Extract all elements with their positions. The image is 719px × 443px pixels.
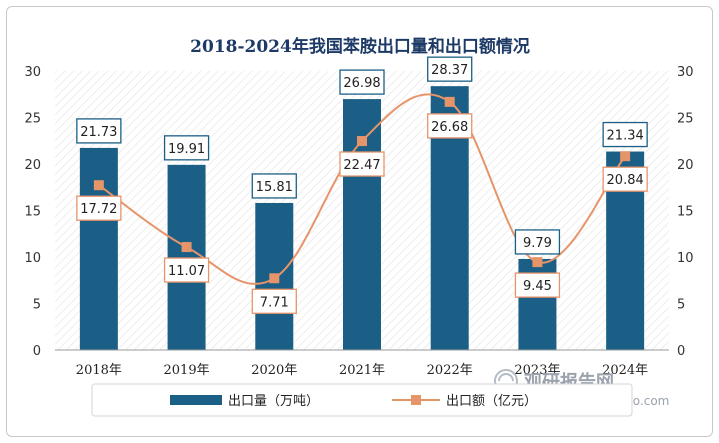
data-labels: 21.73 19.91 15.81 26.98 28.37 9.79 21.34 17.72 1… <box>76 56 648 314</box>
bar-value-label-box <box>163 135 210 161</box>
line-value-label: 7.71 <box>260 295 289 310</box>
line-value-label-box <box>427 113 473 139</box>
bar-value-label: 9.79 <box>523 236 552 251</box>
bar-value-label: 19.91 <box>168 142 205 157</box>
line-marker <box>93 180 104 191</box>
bar-value-label-box <box>251 173 297 199</box>
y-left-tick-label: 15 <box>24 205 41 220</box>
chart-title: 2018-2024年我国苯胺出口量和出口额情况 <box>190 36 530 57</box>
line-value-label-box <box>339 151 385 177</box>
line-value-label: 17.72 <box>80 202 117 217</box>
line-value-label-box <box>76 195 122 221</box>
y-right-tick-label: 0 <box>677 344 685 359</box>
x-tick-label: 2022年 <box>427 363 473 378</box>
y-right-tick-label: 25 <box>677 112 694 127</box>
line-marker <box>357 136 367 147</box>
line-marker <box>181 242 192 253</box>
bar-value-label: 26.98 <box>343 76 380 91</box>
y-left-tick-label: 30 <box>24 65 41 80</box>
bar-value-label: 21.34 <box>607 129 644 144</box>
bar-value-label-box <box>76 118 122 144</box>
legend-line-marker <box>411 395 421 405</box>
bar-value-label-box <box>427 56 473 82</box>
line-value-label-box <box>251 288 297 314</box>
y-axis-left: 0 5 10 15 20 25 30 <box>24 65 41 359</box>
bar-value-label-box <box>602 121 648 148</box>
bar-value-label: 15.81 <box>256 180 293 195</box>
x-tick-label: 2020年 <box>251 363 297 378</box>
y-left-tick-label: 10 <box>24 251 41 266</box>
y-left-tick-label: 0 <box>33 344 41 359</box>
bar-value-label-box <box>514 229 561 255</box>
y-left-tick-label: 25 <box>24 112 41 127</box>
y-right-tick-label: 5 <box>677 298 685 313</box>
legend-line-label: 出口额（亿元） <box>446 394 537 409</box>
line-value-label-box <box>514 272 561 298</box>
line-value-label: 9.45 <box>523 279 552 294</box>
x-tick-label: 2023年 <box>514 363 560 378</box>
bar-value-label-box <box>339 69 385 95</box>
x-tick-label: 2024年 <box>602 363 648 378</box>
legend: 出口量（万吨） 出口额（亿元） <box>170 394 537 409</box>
x-tick-label: 2021年 <box>339 363 385 378</box>
line-marker <box>620 151 631 162</box>
y-left-tick-label: 20 <box>24 158 41 173</box>
y-right-tick-label: 20 <box>677 158 694 173</box>
bar-value-label: 21.73 <box>80 125 117 140</box>
line-marker <box>532 257 543 268</box>
line-value-label: 22.47 <box>343 158 380 173</box>
x-axis: 2018年 2019年 2020年 2021年 2022年 2023年 2024年 <box>55 349 669 378</box>
line-value-label-box <box>602 166 648 192</box>
legend-bar-label: 出口量（万吨） <box>228 394 319 409</box>
y-right-tick-label: 15 <box>677 205 694 220</box>
bar <box>79 147 118 350</box>
y-right-tick-label: 10 <box>677 251 694 266</box>
legend-box <box>91 383 633 417</box>
bar-value-label: 28.37 <box>431 63 468 78</box>
line-value-label: 20.84 <box>607 173 644 188</box>
line-marker <box>444 96 455 107</box>
x-tick-label: 2018年 <box>76 363 122 378</box>
line-value-label-box <box>163 257 210 283</box>
y-right-tick-label: 30 <box>677 65 694 80</box>
y-left-tick-label: 5 <box>33 298 41 313</box>
legend-bar-swatch <box>170 395 222 405</box>
line-value-label: 11.07 <box>168 264 205 279</box>
line-marker <box>269 273 280 284</box>
y-axis-right: 0 5 10 15 20 25 30 <box>677 65 694 359</box>
x-tick-label: 2019年 <box>164 363 210 378</box>
line-series <box>93 93 631 285</box>
line-value-label: 26.68 <box>431 120 468 135</box>
